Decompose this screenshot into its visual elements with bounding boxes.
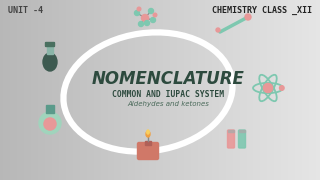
Circle shape <box>141 15 148 21</box>
FancyBboxPatch shape <box>138 143 158 159</box>
FancyBboxPatch shape <box>228 130 234 132</box>
Circle shape <box>263 83 273 93</box>
Ellipse shape <box>43 53 57 71</box>
Circle shape <box>139 21 143 26</box>
FancyBboxPatch shape <box>239 130 245 132</box>
Circle shape <box>134 10 140 15</box>
Circle shape <box>148 8 154 14</box>
Text: UNIT -4: UNIT -4 <box>8 6 43 15</box>
Circle shape <box>216 28 220 32</box>
Circle shape <box>145 21 149 26</box>
Circle shape <box>245 14 251 20</box>
Text: NOMENCLATURE: NOMENCLATURE <box>92 70 244 88</box>
Circle shape <box>39 112 61 134</box>
Circle shape <box>153 13 157 17</box>
FancyBboxPatch shape <box>46 105 54 113</box>
Ellipse shape <box>147 130 149 134</box>
Text: COMMON AND IUPAC SYSTEM: COMMON AND IUPAC SYSTEM <box>112 89 224 98</box>
FancyBboxPatch shape <box>238 130 245 148</box>
FancyBboxPatch shape <box>228 130 235 148</box>
Circle shape <box>137 7 141 11</box>
Circle shape <box>44 118 56 130</box>
FancyBboxPatch shape <box>145 141 151 145</box>
Ellipse shape <box>146 131 150 137</box>
Circle shape <box>279 86 284 90</box>
Text: Aldehydes and ketones: Aldehydes and ketones <box>127 101 209 107</box>
FancyBboxPatch shape <box>45 42 54 46</box>
Circle shape <box>150 17 156 22</box>
FancyBboxPatch shape <box>47 45 53 54</box>
Text: CHEMISTRY CLASS _XII: CHEMISTRY CLASS _XII <box>212 6 312 15</box>
